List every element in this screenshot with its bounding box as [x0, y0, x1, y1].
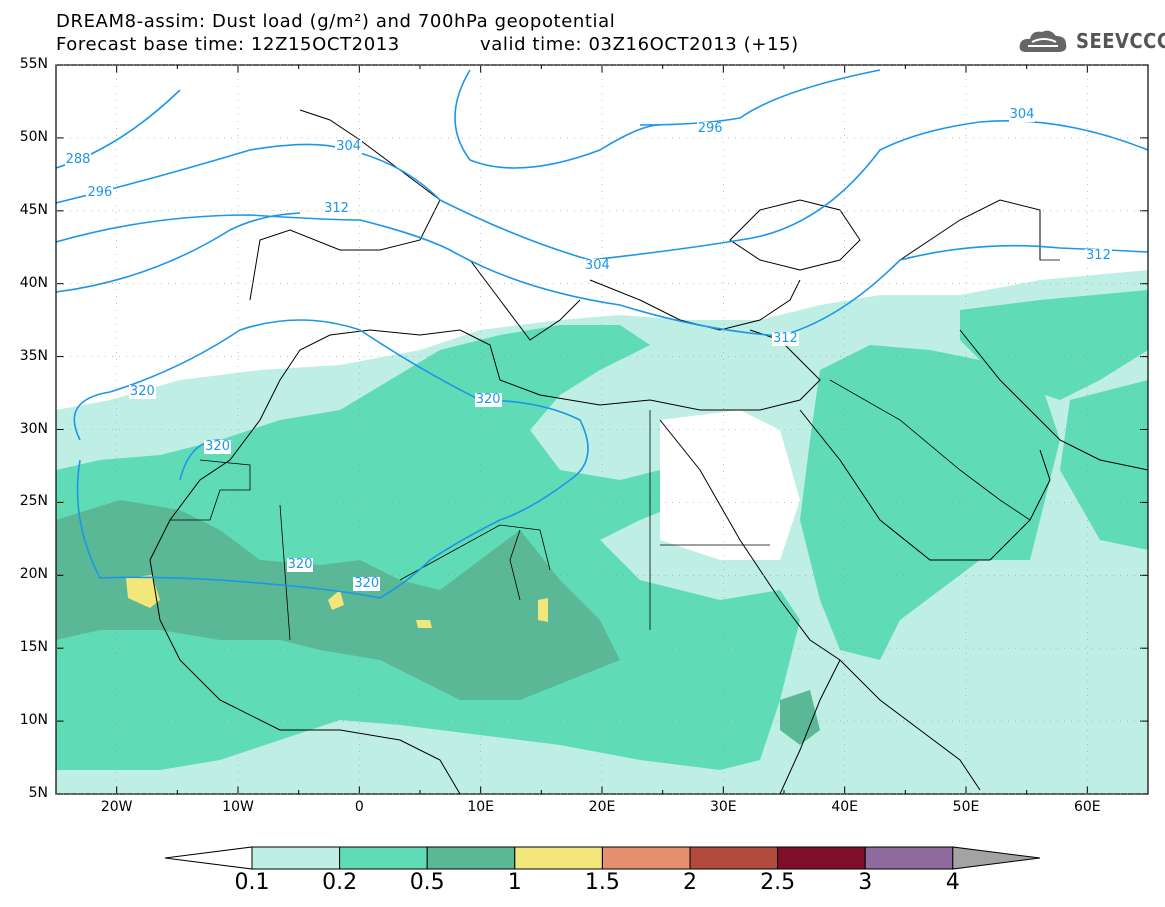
lat-label: 45N — [19, 201, 48, 218]
colorbar — [164, 846, 1041, 870]
lon-label: 40E — [831, 799, 858, 815]
lat-label: 35N — [19, 347, 48, 364]
lon-label: 50E — [952, 799, 980, 815]
contour-label: 304 — [583, 258, 611, 274]
dust-level-1-area — [126, 575, 548, 628]
seevccc-logo — [1019, 30, 1067, 52]
colorbar-level-label: 4 — [945, 870, 960, 895]
contour-label: 296 — [86, 185, 114, 201]
coastlines — [149, 109, 1148, 794]
lat-label: 25N — [19, 493, 48, 510]
cloud-icon — [1019, 30, 1067, 52]
contour-label: 312 — [772, 331, 799, 347]
colorbar-level-label: 1.5 — [584, 870, 620, 895]
lat-label: 20N — [19, 566, 48, 583]
logo-text: SEEVCCC — [1076, 29, 1165, 53]
contour-label: 304 — [1008, 106, 1036, 122]
colorbar-swatch — [601, 846, 691, 870]
colorbar-swatch — [426, 846, 516, 870]
contour-label: 320 — [474, 392, 502, 408]
forecast-base-time: Forecast base time: 12Z15OCT2013 — [56, 34, 400, 55]
lat-label: 55N — [19, 56, 48, 72]
colorbar-swatch — [339, 846, 428, 870]
valid-time: valid time: 03Z16OCT2013 (+15) — [480, 34, 799, 55]
colorbar-over-triangle — [952, 846, 1041, 870]
lat-label: 15N — [19, 639, 48, 656]
colorbar-level-label: 0.2 — [322, 870, 358, 895]
contour-label: 320 — [204, 438, 231, 454]
colorbar-swatch — [689, 846, 779, 870]
colorbar-swatch — [251, 846, 341, 870]
colorbar-level-label: 2 — [683, 870, 697, 895]
lon-label: 20W — [100, 799, 133, 815]
lon-label: 30E — [709, 799, 737, 815]
lon-label: 60E — [1073, 799, 1101, 815]
colorbar-swatch — [777, 846, 866, 870]
contour-label: 320 — [353, 576, 381, 592]
lon-label: 10W — [222, 799, 254, 815]
colorbar-swatch — [864, 846, 954, 870]
colorbar-level-label: 0.5 — [409, 870, 445, 895]
lat-label: 10N — [19, 712, 48, 729]
lon-label: 10E — [467, 799, 494, 815]
contour-label: 304 — [335, 138, 363, 154]
colorbar-swatch — [514, 846, 603, 870]
lat-label: 5N — [28, 785, 48, 801]
axis-ticks — [55, 64, 1149, 795]
colorbar-under-triangle — [164, 846, 253, 870]
lat-label: 30N — [19, 420, 48, 437]
contour-label: 320 — [128, 383, 156, 399]
colorbar-level-label: 0.1 — [234, 870, 270, 895]
lon-label: 20E — [588, 799, 616, 815]
contour-label: 312 — [1085, 247, 1112, 263]
colorbar-level-label: 3 — [858, 870, 873, 895]
colorbar-level-label: 1 — [507, 870, 522, 895]
contour-label: 312 — [323, 201, 350, 217]
lat-label: 40N — [19, 274, 48, 291]
lat-label: 50N — [19, 128, 48, 145]
contour-label: 288 — [64, 151, 92, 167]
map-title: DREAM8-assim: Dust load (g/m²) and 700hP… — [56, 11, 616, 32]
contour-label: 320 — [286, 557, 314, 573]
lon-label: 0 — [354, 799, 364, 815]
political-borders — [170, 210, 1060, 641]
colorbar-level-label: 2.5 — [760, 870, 796, 895]
contour-label: 296 — [696, 121, 724, 137]
